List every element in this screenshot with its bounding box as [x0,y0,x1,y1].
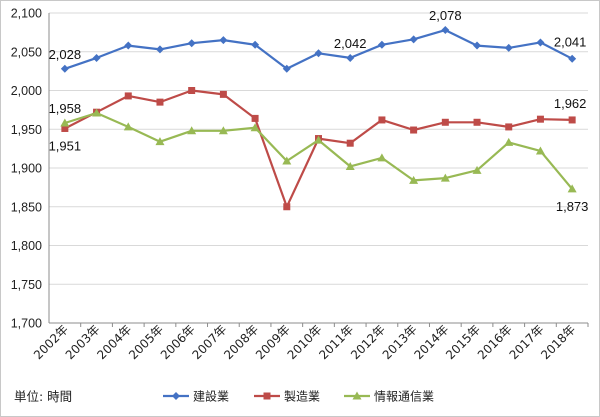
data-point [250,123,260,132]
data-label: 2,041 [554,35,587,50]
y-tick-label: 2,050 [11,45,42,59]
data-point [473,118,481,126]
data-point [536,38,545,47]
legend-label: 製造業 [284,390,320,404]
data-point [282,64,291,73]
data-point [218,126,228,135]
data-point [410,126,418,134]
data-label: 1,962 [554,96,587,111]
data-point [346,139,354,147]
data-label: 1,873 [556,199,589,214]
data-point [568,54,577,63]
data-point [314,135,323,144]
data-point [60,64,69,73]
data-point [505,123,513,131]
y-tick-label: 2,000 [11,84,42,98]
legend-label: 建設業 [193,389,229,404]
x-tick-label: 2008年 [221,322,261,362]
legend-label: 情報通信業 [374,390,434,404]
data-point [92,108,102,117]
data-point [377,40,386,49]
data-point [441,26,450,35]
data-point [504,43,513,52]
data-point [378,116,386,124]
x-tick-label: 2015年 [443,322,483,362]
data-label: 2,078 [429,8,462,23]
y-tick-label: 1,850 [11,200,42,214]
data-label: 2,042 [334,36,367,51]
data-point [61,124,69,132]
data-point [441,118,449,126]
data-point [60,118,70,127]
data-point [156,98,164,106]
data-point [377,153,387,162]
data-point [188,87,196,94]
data-point [187,126,197,135]
data-point [504,137,514,146]
x-tick-label: 2016年 [475,322,515,362]
data-point [219,36,228,45]
legend-marker [352,391,362,400]
y-tick-label: 1,800 [11,239,42,253]
x-tick-label: 2004年 [94,322,134,362]
data-point [567,184,577,193]
data-point [409,175,419,184]
data-point [155,45,164,54]
y-tick-label: 2,100 [11,7,42,21]
data-point [473,41,482,50]
x-tick-label: 2003年 [63,322,103,362]
unit-label: 単位: 時間 [14,389,73,404]
data-point [187,39,196,48]
series-line-1 [64,89,573,208]
data-point [440,173,450,182]
data-label: 1,958 [49,101,82,116]
x-tick-label: 2011年 [316,322,356,362]
x-tick-label: 2018年 [538,322,578,362]
x-tick-label: 2012年 [348,322,388,362]
data-point [409,35,418,44]
data-point [314,49,323,58]
data-point [282,156,292,165]
data-point [535,146,545,155]
y-tick-label: 1,900 [11,162,42,176]
x-tick-label: 2007年 [190,322,230,362]
legend-marker [263,392,271,400]
data-label: 2,028 [49,47,82,62]
data-point [251,114,259,122]
data-point [124,41,133,50]
y-tick-label: 1,750 [11,278,42,292]
data-point [568,116,576,124]
data-point [346,53,355,62]
data-label: 1,951 [49,138,82,153]
data-point [155,137,165,146]
data-point [345,161,355,170]
y-tick-label: 1,950 [11,123,42,137]
x-tick-label: 2014年 [411,322,451,362]
data-point [472,165,482,174]
x-tick-label: 2009年 [253,322,293,362]
x-tick-label: 2006年 [158,322,198,362]
data-point [251,40,260,49]
data-point [124,92,132,100]
data-point [283,203,291,211]
legend-marker [172,392,180,400]
x-tick-label: 2010年 [285,322,325,362]
x-tick-label: 2005年 [126,322,166,362]
x-tick-label: 2017年 [507,322,547,362]
data-point [92,53,101,62]
data-point [219,90,227,98]
data-point [123,122,133,131]
x-tick-label: 2013年 [380,322,420,362]
y-tick-label: 1,700 [11,317,42,331]
data-point [536,115,544,123]
